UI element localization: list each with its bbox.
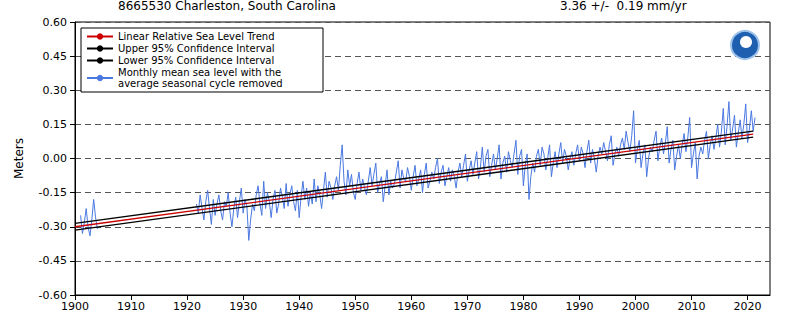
svg-text:2000: 2000: [621, 300, 649, 313]
svg-text:1920: 1920: [173, 300, 201, 313]
svg-text:average seasonal cycle removed: average seasonal cycle removed: [118, 78, 283, 89]
svg-text:-0.30: -0.30: [39, 220, 67, 233]
svg-text:Linear Relative Sea Level Tren: Linear Relative Sea Level Trend: [118, 31, 275, 42]
svg-text:1950: 1950: [341, 300, 369, 313]
svg-text:Monthly mean sea level with th: Monthly mean sea level with the: [118, 67, 284, 78]
svg-text:1910: 1910: [117, 300, 145, 313]
svg-text:-0.60: -0.60: [38, 288, 67, 302]
svg-text:Lower 95% Confidence Interval: Lower 95% Confidence Interval: [118, 55, 274, 66]
svg-text:3.36 +/- 0.19 mm/yr: 3.36 +/- 0.19 mm/yr: [560, 0, 687, 13]
svg-text:2020: 2020: [734, 300, 762, 313]
svg-text:0.30: 0.30: [43, 84, 68, 97]
svg-text:-0.45: -0.45: [39, 254, 67, 267]
svg-text:2010: 2010: [678, 300, 706, 313]
svg-text:0.60: 0.60: [43, 16, 68, 29]
svg-text:8665530 Charleston, South Caro: 8665530 Charleston, South Carolina: [118, 0, 336, 13]
svg-text:Upper 95% Confidence Interval: Upper 95% Confidence Interval: [118, 43, 275, 54]
svg-text:1930: 1930: [229, 300, 257, 313]
svg-text:1960: 1960: [397, 300, 425, 313]
svg-text:1900: 1900: [61, 300, 89, 313]
svg-text:-0.15: -0.15: [39, 186, 67, 199]
svg-text:0.45: 0.45: [43, 50, 68, 63]
svg-text:0.00: 0.00: [43, 152, 68, 165]
svg-text:Meters: Meters: [12, 138, 26, 179]
svg-text:1940: 1940: [285, 300, 313, 313]
svg-text:1970: 1970: [453, 300, 481, 313]
svg-text:0.15: 0.15: [43, 118, 68, 131]
svg-text:1990: 1990: [565, 300, 593, 313]
svg-text:1980: 1980: [509, 300, 537, 313]
